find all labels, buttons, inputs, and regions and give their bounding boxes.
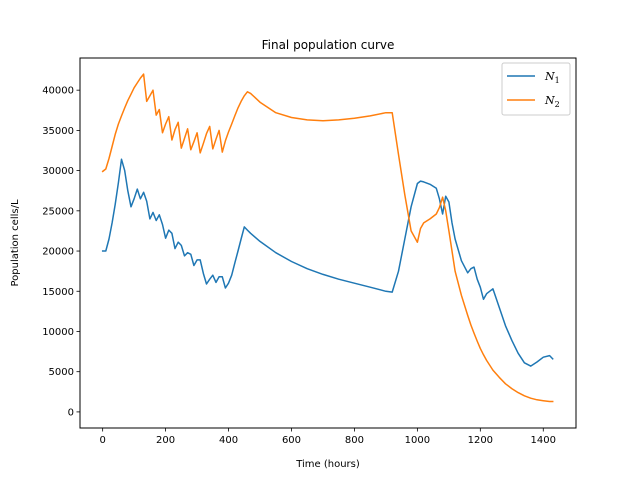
y-tick-label: 30000 xyxy=(42,166,74,177)
y-tick-label: 25000 xyxy=(42,206,74,217)
x-axis: 0 200 400 600 800 1000 1200 1400 xyxy=(99,428,556,446)
y-tick-label: 35000 xyxy=(42,126,74,137)
x-tick-label: 0 xyxy=(99,435,105,446)
x-tick-label: 1400 xyxy=(531,435,556,446)
series-line-n1 xyxy=(101,158,554,367)
series-line-n2 xyxy=(101,73,554,403)
x-tick-label: 200 xyxy=(156,435,175,446)
legend-box xyxy=(501,62,571,116)
y-tick-label: 40000 xyxy=(42,86,74,97)
y-tick-label: 20000 xyxy=(42,247,74,258)
x-axis-label: Time (hours) xyxy=(295,459,360,470)
x-tick-label: 1000 xyxy=(405,435,430,446)
axes-frame xyxy=(79,57,577,429)
y-tick-label: 15000 xyxy=(42,287,74,298)
x-tick-label: 600 xyxy=(282,435,301,446)
y-axis-label: Population cells/L xyxy=(10,199,21,287)
series-layer xyxy=(101,73,554,403)
x-tick-label: 1200 xyxy=(468,435,493,446)
y-tick-label: 0 xyxy=(68,407,74,418)
chart-title: Final population curve xyxy=(262,38,395,52)
y-axis: 0 5000 10000 15000 20000 25000 30000 35000 40000 xyxy=(42,86,80,418)
x-tick-label: 800 xyxy=(345,435,364,446)
y-tick-label: 10000 xyxy=(42,327,74,338)
y-tick-label: 5000 xyxy=(49,367,74,378)
x-tick-label: 400 xyxy=(219,435,238,446)
